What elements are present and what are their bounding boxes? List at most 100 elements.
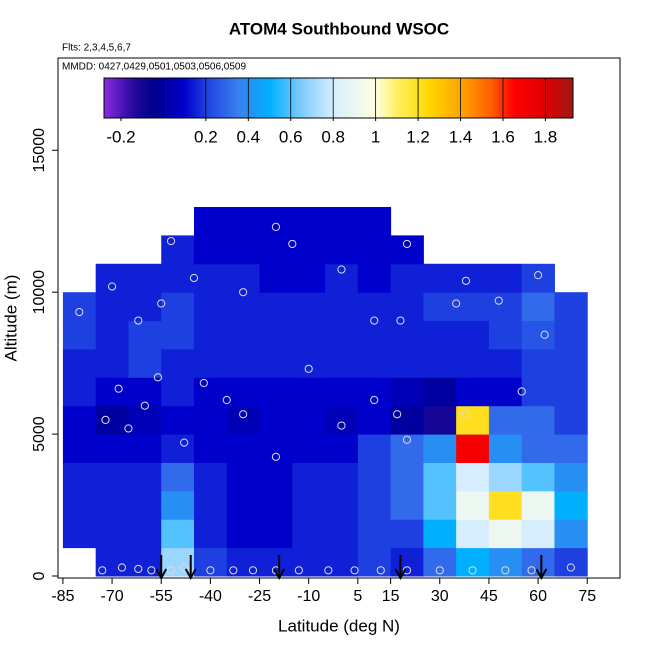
x-tick-label: 5 [353, 588, 362, 605]
y-tick-label: 10000 [31, 270, 48, 315]
heatmap-cell [226, 292, 261, 322]
heatmap-cell [554, 547, 588, 577]
sample-point [461, 276, 471, 285]
sample-point [527, 566, 536, 575]
x-tick-label: -40 [199, 588, 222, 605]
heatmap-cell [161, 377, 195, 407]
colorbar-segment [237, 78, 270, 118]
heatmap-cell [423, 405, 457, 435]
heatmap-cell [325, 377, 359, 407]
heatmap-cell [292, 547, 326, 577]
sample-point [517, 387, 526, 396]
sample-point [533, 271, 543, 280]
heatmap-cell [423, 263, 457, 293]
colorbar-segment [131, 78, 154, 118]
colorbar-tick-label: 1.6 [491, 127, 515, 146]
heatmap-cell [95, 547, 129, 577]
heatmap-cell [193, 207, 228, 236]
heatmap-cell [292, 490, 326, 520]
heatmap-cell [292, 207, 326, 236]
heatmap-cell [193, 348, 228, 378]
x-tick-label: 15 [382, 588, 400, 605]
heatmap-cell [325, 462, 359, 492]
heatmap-cell [357, 320, 392, 350]
heatmap-cell [226, 490, 261, 520]
heatmap-cell [554, 348, 588, 378]
heatmap-cell [226, 519, 261, 549]
heatmap-cell [193, 263, 228, 293]
heatmap-cell [161, 292, 195, 322]
heatmap-cell [488, 462, 523, 492]
sample-point [271, 222, 281, 231]
colorbar-segment [460, 78, 493, 118]
heatmap-cell [128, 434, 162, 463]
sample-point [153, 373, 163, 382]
heatmap-cell [259, 235, 293, 265]
heatmap-cell [423, 320, 457, 350]
heatmap-cell [128, 547, 162, 577]
heatmap-cell [554, 320, 588, 350]
x-tick-label: 75 [578, 588, 596, 605]
heatmap-cell [128, 348, 162, 378]
sample-point [566, 563, 575, 572]
sample-point [402, 566, 412, 575]
heatmap-cell [259, 490, 293, 520]
sample-point [402, 239, 412, 249]
heatmap-cell [357, 207, 392, 236]
sample-point [166, 236, 176, 246]
heatmap-cell [521, 519, 555, 549]
heatmap-cell [325, 405, 359, 435]
x-tick-label: 30 [431, 588, 449, 605]
sample-point [393, 410, 402, 419]
heatmap-cell [521, 292, 555, 322]
heatmap-cell [292, 320, 326, 350]
heatmap-cell [456, 263, 490, 293]
heatmap-cell [488, 348, 523, 378]
heatmap-cell [259, 263, 293, 293]
sample-point [166, 566, 176, 575]
heatmap-cell [325, 320, 359, 350]
heatmap-cell [390, 235, 424, 265]
heatmap-cell [226, 320, 261, 350]
sample-point [75, 307, 84, 317]
heatmap-cell [292, 377, 326, 407]
colorbar-tick-label: 0.6 [279, 127, 303, 146]
sample-point [107, 282, 117, 291]
colorbar-tick-label: 1.2 [406, 127, 430, 146]
colorbar-segment [545, 78, 574, 118]
heatmap-cell [521, 434, 555, 463]
heatmap-cell [259, 320, 293, 350]
colorbar-tick-label: 1.8 [534, 127, 558, 146]
heatmap-cell [325, 348, 359, 378]
heatmap-cell [488, 377, 523, 407]
colorbar-segment [428, 78, 461, 118]
sample-point [402, 435, 412, 444]
heatmap-cell [226, 462, 261, 492]
heatmap-cell [226, 235, 261, 265]
heatmap-cell [554, 377, 588, 407]
x-tick-label: -25 [248, 588, 271, 605]
colorbar-tick-label: 0.4 [236, 127, 260, 146]
heatmap-cell [161, 462, 195, 492]
heatmap-cell [259, 462, 293, 492]
x-tick-label: 45 [480, 588, 498, 605]
heatmap-cell [390, 490, 424, 520]
sample-point [229, 566, 238, 575]
heatmap-cell [62, 434, 97, 463]
heatmap-cell [128, 292, 162, 322]
heatmap-cell [95, 377, 129, 407]
heatmap-cell [554, 462, 588, 492]
heatmap-cell [325, 207, 359, 236]
heatmap-cell [521, 348, 555, 378]
heatmap-cell [521, 320, 555, 350]
colorbar-segment [269, 78, 302, 118]
heatmap-cell [161, 519, 195, 549]
heatmap-cell [193, 434, 228, 463]
sample-point [189, 273, 199, 283]
heatmap-cell [488, 434, 523, 463]
heatmap-cell [128, 320, 162, 350]
sample-point [337, 421, 346, 430]
heatmap-cell [161, 434, 195, 463]
heatmap-cell [259, 519, 293, 549]
heatmap-cell [423, 547, 457, 577]
